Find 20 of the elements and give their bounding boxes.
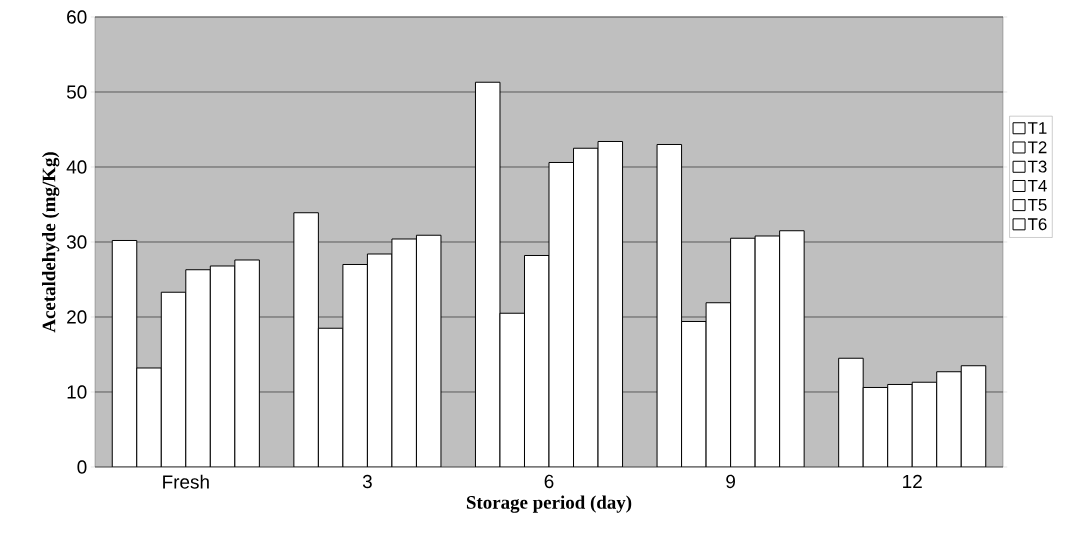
y-tick-label: 10 xyxy=(67,385,87,399)
y-tick-label: 0 xyxy=(77,460,87,474)
x-axis-title: Storage period (day) xyxy=(466,495,632,513)
legend-label: T1 xyxy=(1027,122,1047,134)
x-tick-label: 3 xyxy=(362,474,372,489)
legend-label: T6 xyxy=(1027,218,1047,231)
legend-label: T2 xyxy=(1027,141,1047,154)
legend-label: T5 xyxy=(1027,199,1047,211)
x-tick-label: 6 xyxy=(544,474,554,489)
legend-label: T4 xyxy=(1027,179,1047,192)
y-tick-label: 20 xyxy=(67,310,87,324)
y-tick-label: 50 xyxy=(66,85,87,99)
x-tick-label: Fresh xyxy=(163,474,209,489)
x-tick-label: 12 xyxy=(903,474,922,488)
y-tick-label: 30 xyxy=(66,235,87,249)
y-tick-label: 60 xyxy=(67,10,87,24)
legend-label: T3 xyxy=(1027,160,1047,173)
x-tick-label: 9 xyxy=(726,474,735,489)
y-axis-title: Acetaldehyde (mg/Kg) xyxy=(42,152,60,333)
y-tick-label: 40 xyxy=(66,160,87,174)
